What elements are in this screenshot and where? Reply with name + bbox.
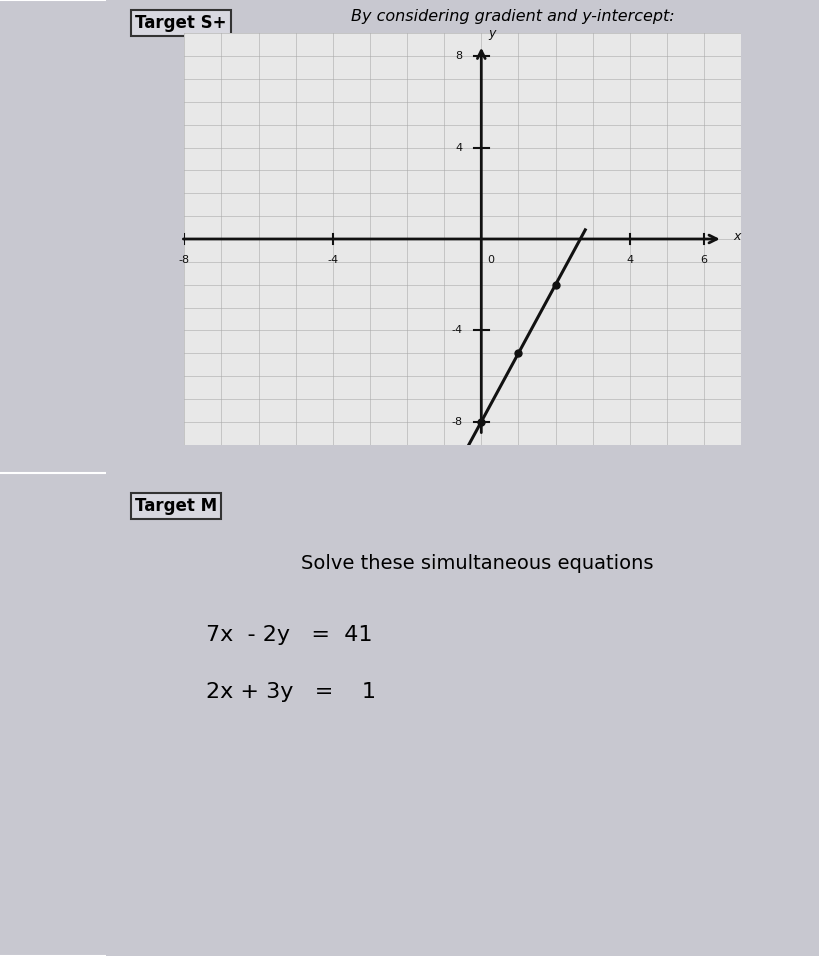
Text: 8: 8 bbox=[455, 52, 463, 61]
Text: x: x bbox=[734, 230, 741, 243]
Text: Find the equation of this line: Find the equation of this line bbox=[397, 52, 627, 67]
Text: Target S+: Target S+ bbox=[135, 14, 227, 33]
Text: 7x  - 2y   =  41: 7x - 2y = 41 bbox=[206, 625, 373, 644]
Text: By considering gradient and y-intercept:: By considering gradient and y-intercept: bbox=[351, 10, 674, 25]
Text: -4: -4 bbox=[328, 255, 338, 265]
Text: -4: -4 bbox=[451, 325, 463, 336]
Text: 2x + 3y   =    1: 2x + 3y = 1 bbox=[206, 682, 376, 702]
Text: 4: 4 bbox=[627, 255, 633, 265]
Text: -8: -8 bbox=[179, 255, 190, 265]
Text: Solve these simultaneous equations: Solve these simultaneous equations bbox=[301, 554, 654, 573]
Text: -8: -8 bbox=[451, 417, 463, 426]
Text: 6: 6 bbox=[700, 255, 708, 265]
Text: Target M: Target M bbox=[135, 497, 217, 515]
Text: 4: 4 bbox=[455, 142, 463, 153]
Text: 0: 0 bbox=[487, 255, 494, 265]
Text: y: y bbox=[489, 28, 496, 40]
